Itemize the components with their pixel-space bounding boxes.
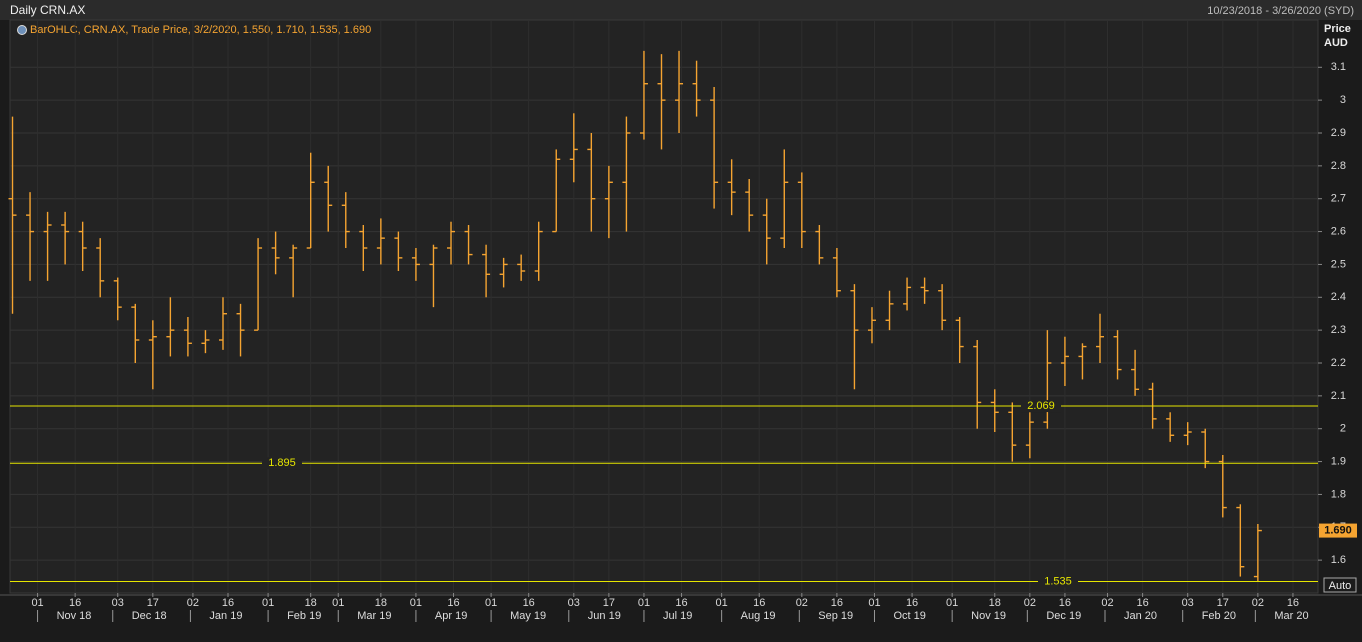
- y-tick-label: 2.5: [1331, 258, 1346, 270]
- reference-label: 1.895: [268, 457, 296, 469]
- overlay-layer: 2.069 1.895 1.535 1.690: [10, 400, 1357, 588]
- month-label: Dec 19: [1046, 610, 1081, 622]
- month-label: Oct 19: [893, 610, 925, 622]
- x-tick-label: 18: [989, 597, 1001, 609]
- y-tick-label: 3: [1340, 94, 1346, 106]
- last-price-label: 1.690: [1324, 524, 1352, 536]
- x-tick-label: 01: [716, 597, 728, 609]
- x-tick-label: 02: [187, 597, 199, 609]
- legend-icon: [17, 25, 27, 35]
- month-label: Aug 19: [741, 610, 776, 622]
- y-axis-unit: AUD: [1324, 37, 1348, 49]
- x-tick-label: 17: [1217, 597, 1229, 609]
- month-label: May 19: [510, 610, 546, 622]
- month-label: Jan 20: [1124, 610, 1157, 622]
- reference-label-bg: [1038, 575, 1078, 588]
- reference-label-bg: [1021, 400, 1061, 413]
- y-tick-label: 2.6: [1331, 225, 1346, 237]
- y-tick-label: 1.8: [1331, 488, 1346, 500]
- x-tick-label: 02: [1252, 597, 1264, 609]
- plot-area: [9, 19, 1319, 594]
- x-tick-label: 03: [112, 597, 124, 609]
- x-tick-label: 01: [485, 597, 497, 609]
- scale-button[interactable]: [1323, 577, 1357, 593]
- header-bar: [0, 0, 1362, 20]
- month-label: Feb 20: [1202, 610, 1236, 622]
- y-axis-label: Price: [1324, 23, 1351, 35]
- x-tick-label: 01: [410, 597, 422, 609]
- reference-label: 2.069: [1027, 400, 1055, 412]
- month-label: Jan 19: [209, 610, 242, 622]
- reference-label-bg: [262, 457, 302, 470]
- month-label: Nov 19: [971, 610, 1006, 622]
- x-tick-label: 17: [147, 597, 159, 609]
- x-tick-label: 01: [946, 597, 958, 609]
- x-tick-label: 01: [262, 597, 274, 609]
- y-tick-label: 2.4: [1331, 291, 1346, 303]
- x-tick-label: 16: [523, 597, 535, 609]
- month-label: Jun 19: [588, 610, 621, 622]
- month-label: Dec 18: [132, 610, 167, 622]
- scale-mode[interactable]: Auto: [1329, 580, 1352, 592]
- y-tick-label: 1.6: [1331, 554, 1346, 566]
- x-tick-label: 18: [305, 597, 317, 609]
- x-tick-label: 16: [1287, 597, 1299, 609]
- chart-title: Daily CRN.AX: [10, 3, 85, 17]
- y-tick-label: 3.1: [1331, 61, 1346, 73]
- month-label: Mar 19: [357, 610, 391, 622]
- x-tick-label: 16: [222, 597, 234, 609]
- marks-layer: [8, 50, 1262, 582]
- y-tick-label: 2.7: [1331, 193, 1346, 205]
- y-tick-label: 1.9: [1331, 455, 1346, 467]
- month-label: Jul 19: [663, 610, 692, 622]
- y-tick-label: 2.8: [1331, 160, 1346, 172]
- x-tick-label: 02: [1024, 597, 1036, 609]
- x-tick-label: 03: [568, 597, 580, 609]
- x-tick-label: 03: [1182, 597, 1194, 609]
- date-range: 10/23/2018 - 3/26/2020 (SYD): [1207, 5, 1354, 17]
- x-tick-label: 16: [1059, 597, 1071, 609]
- x-tick-label: 02: [796, 597, 808, 609]
- y-tick-label: 2: [1340, 423, 1346, 435]
- x-tick-label: 02: [1101, 597, 1113, 609]
- x-tick-label: 16: [1136, 597, 1148, 609]
- month-label: Nov 18: [57, 610, 92, 622]
- legend-text: BarOHLC, CRN.AX, Trade Price, 3/2/2020, …: [30, 24, 371, 36]
- y-tick-label: 2.2: [1331, 357, 1346, 369]
- x-tick-label: 01: [638, 597, 650, 609]
- x-tick-label: 16: [753, 597, 765, 609]
- y-tick-label: 2.9: [1331, 127, 1346, 139]
- x-tick-label: 01: [31, 597, 43, 609]
- month-label: Sep 19: [818, 610, 853, 622]
- x-tick-label: 01: [332, 597, 344, 609]
- x-tick-label: 16: [69, 597, 81, 609]
- x-tick-label: 16: [675, 597, 687, 609]
- last-price-box: [1319, 523, 1357, 538]
- x-tick-label: 16: [906, 597, 918, 609]
- month-label: Apr 19: [435, 610, 467, 622]
- month-label: Feb 19: [287, 610, 321, 622]
- x-tick-label: 01: [868, 597, 880, 609]
- y-tick-label: 2.3: [1331, 324, 1346, 336]
- x-tick-label: 16: [831, 597, 843, 609]
- x-tick-label: 18: [375, 597, 387, 609]
- y-tick-label: 2.1: [1331, 390, 1346, 402]
- reference-label: 1.535: [1044, 575, 1072, 587]
- month-label: Mar 20: [1274, 610, 1308, 622]
- x-tick-label: 16: [447, 597, 459, 609]
- x-tick-label: 17: [603, 597, 615, 609]
